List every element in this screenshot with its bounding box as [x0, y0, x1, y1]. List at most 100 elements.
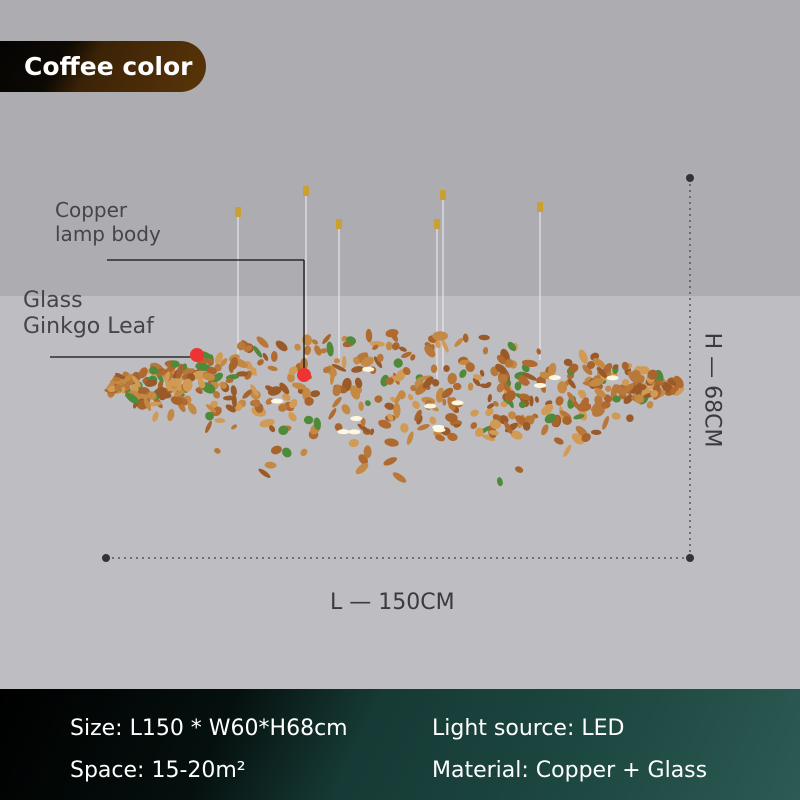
ginkgo-leaf [473, 374, 482, 381]
ginkgo-leaf [231, 424, 238, 430]
ginkgo-leaf [518, 401, 526, 409]
ginkgo-leaf [435, 387, 445, 403]
ginkgo-leaf [422, 376, 434, 389]
ceiling-canopy [537, 202, 543, 212]
ginkgo-leaf [579, 397, 589, 410]
ginkgo-leaf [430, 364, 438, 373]
ginkgo-leaf [647, 369, 658, 380]
ginkgo-leaf [406, 431, 414, 445]
ginkgo-leaf [288, 412, 297, 422]
ginkgo-leaf [122, 373, 133, 385]
ceiling-canopy [434, 219, 440, 229]
ginkgo-leaf [384, 402, 395, 410]
ginkgo-leaf [481, 434, 496, 442]
ginkgo-leaf [402, 366, 411, 376]
ginkgo-leaf [557, 381, 568, 394]
ginkgo-leaf [288, 366, 298, 376]
ginkgo-leaf [289, 399, 298, 409]
ginkgo-leaf [214, 448, 221, 454]
color-badge-label: Coffee color [24, 52, 193, 81]
ginkgo-leaf [303, 345, 312, 356]
length-label: L — 150CM [330, 590, 455, 615]
ginkgo-leaf [391, 342, 400, 351]
ginkgo-leaf [503, 421, 513, 434]
ginkgo-leaf [195, 388, 203, 394]
ginkgo-leaf [360, 417, 366, 427]
ginkgo-leaf [265, 397, 274, 405]
ginkgo-leaf [383, 457, 397, 466]
ginkgo-leaf [495, 363, 508, 375]
ginkgo-leaf [563, 444, 572, 457]
dimension-dot [686, 554, 694, 562]
ginkgo-leaf [291, 382, 307, 390]
ginkgo-leaf [243, 345, 253, 352]
ginkgo-leaf [412, 400, 420, 409]
ginkgo-leaf [441, 387, 454, 399]
ginkgo-leaf [331, 364, 347, 372]
ginkgo-leaf [195, 362, 211, 372]
ginkgo-leaf [169, 378, 182, 387]
spec-footer: Size: L150 * W60*H68cm Light source: LED… [0, 689, 800, 800]
callout-copper-lamp-body: Copper lamp body [55, 198, 161, 246]
ginkgo-leaf [400, 423, 409, 433]
ginkgo-leaf [170, 396, 183, 406]
callout-text: Glass [23, 288, 83, 313]
ginkgo-leaf [562, 416, 572, 425]
ginkgo-leaf [257, 359, 264, 366]
ginkgo-leaf [237, 341, 246, 351]
ginkgo-leaf [416, 375, 432, 381]
ginkgo-leaf [514, 381, 522, 391]
ginkgo-leaf [497, 373, 508, 384]
ginkgo-leaves [104, 328, 685, 487]
ginkgo-leaf [155, 386, 167, 397]
ginkgo-leaf [269, 425, 276, 433]
led-bulb [337, 429, 350, 435]
ginkgo-leaf [571, 433, 585, 445]
ginkgo-leaf [502, 382, 511, 393]
ginkgo-leaf [395, 369, 406, 382]
ginkgo-leaf [332, 384, 342, 397]
ginkgo-leaf [470, 422, 478, 430]
ginkgo-leaf [282, 447, 292, 458]
ginkgo-leaf [334, 423, 343, 432]
dimension-dot [686, 174, 694, 182]
ceiling-canopy [336, 219, 342, 229]
ginkgo-leaf [365, 328, 373, 343]
ginkgo-leaf [656, 379, 664, 386]
ginkgo-leaf [363, 445, 372, 459]
ginkgo-leaf [378, 419, 392, 429]
ginkgo-leaf [353, 356, 360, 365]
ginkgo-leaf [236, 371, 249, 377]
ginkgo-leaf [149, 366, 158, 375]
ginkgo-leaf [354, 377, 363, 389]
led-bulb [548, 375, 561, 381]
ginkgo-leaf [267, 365, 278, 372]
ginkgo-leaf [206, 366, 218, 375]
ginkgo-leaf [250, 384, 259, 397]
led-bulb [348, 429, 361, 435]
ginkgo-leaf [431, 379, 440, 387]
ginkgo-leaf [322, 333, 331, 345]
ginkgo-leaf [474, 427, 484, 437]
ginkgo-leaf [592, 406, 605, 417]
ginkgo-leaf [372, 344, 379, 350]
ginkgo-leaf [230, 385, 237, 397]
ginkgo-leaf [442, 398, 447, 406]
ginkgo-leaf [417, 424, 430, 431]
ginkgo-leaf [376, 353, 384, 362]
ginkgo-leaf [496, 383, 505, 393]
ceiling-canopy [440, 190, 446, 200]
ginkgo-leaf [393, 402, 401, 419]
ginkgo-leaf [205, 404, 217, 413]
ginkgo-leaf [341, 335, 348, 342]
ginkgo-leaf [500, 401, 508, 408]
spec-space: Space: 15-20m² [70, 758, 246, 783]
ginkgo-leaf [202, 372, 216, 381]
ginkgo-leaf [345, 336, 357, 345]
ginkgo-leaf [275, 340, 288, 352]
ginkgo-leaf [567, 379, 576, 389]
ginkgo-leaf [341, 404, 351, 415]
ginkgo-leaf [496, 354, 506, 365]
ginkgo-leaf [373, 356, 383, 369]
ginkgo-leaf [156, 369, 169, 377]
